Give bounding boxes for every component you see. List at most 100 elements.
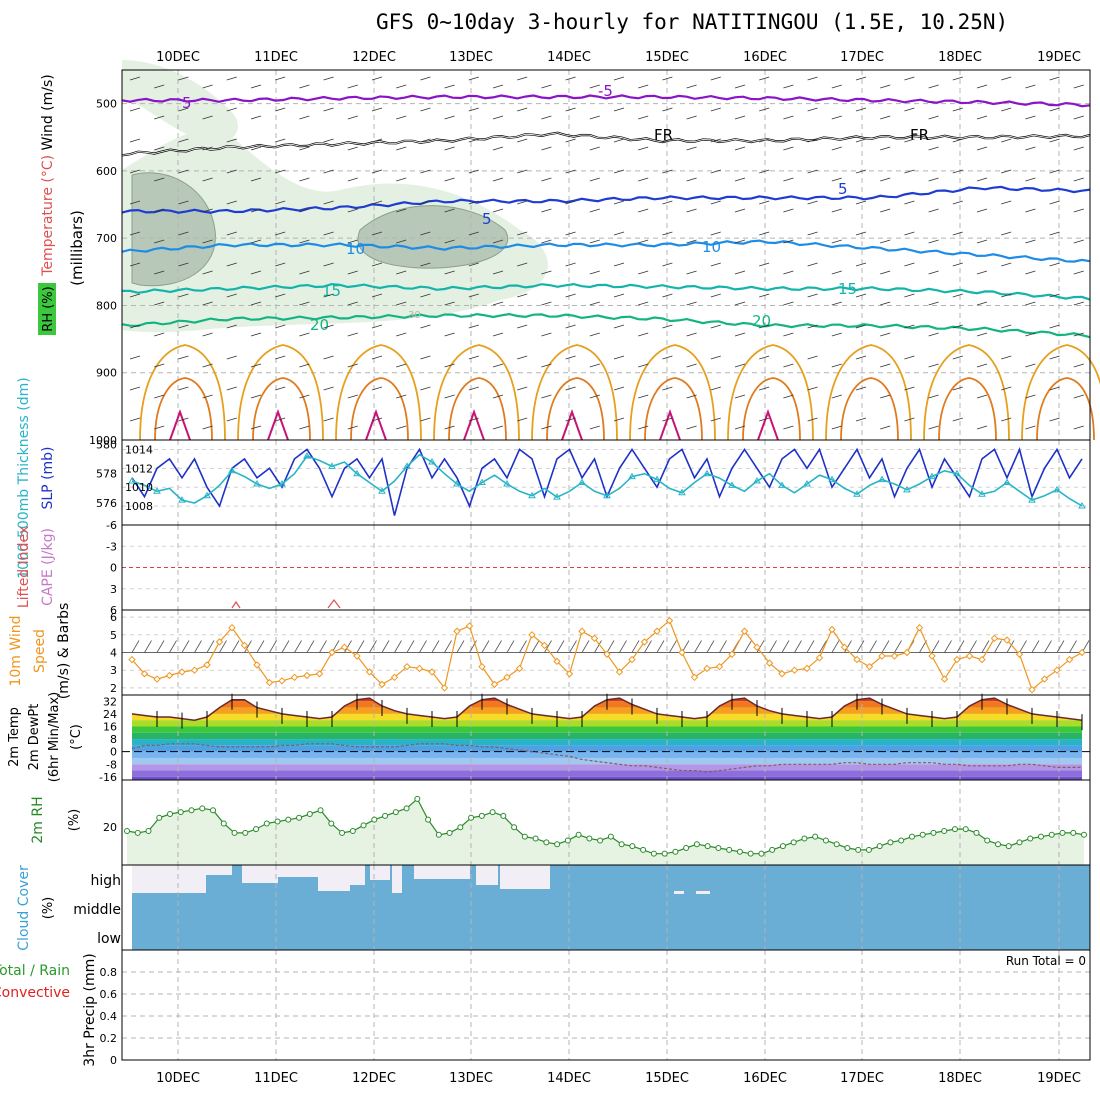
barb-7-18: [565, 293, 576, 298]
slp-series-1: [131, 453, 1083, 507]
barb-1-15: [492, 115, 504, 120]
barb-4-10: [371, 200, 383, 205]
wind-barb-66: [956, 640, 965, 653]
barb-11-37: [1025, 425, 1036, 430]
barb-5-18: [565, 231, 576, 236]
temp-label-4: (°C): [69, 724, 84, 750]
rh-marker-13: [263, 820, 270, 827]
barb-2-14: [468, 138, 479, 143]
wind-barb-72: [1031, 640, 1040, 653]
rh-marker-9: [220, 820, 227, 827]
rh-marker-7: [199, 805, 206, 812]
temp-label-2-part-0: 2m DewPt: [27, 704, 42, 771]
precip-ytick-4: 0: [110, 1054, 117, 1067]
arch-core-6: [757, 409, 779, 441]
barb-3-11: [396, 177, 407, 182]
wind-marker-10: [253, 661, 261, 669]
wind-marker-34: [553, 657, 561, 666]
rh-marker-4: [167, 811, 174, 817]
barb-6-15: [492, 270, 504, 275]
barb-10-24: [710, 386, 721, 391]
barb-9-6: [275, 355, 286, 360]
rh-marker-60: [769, 846, 776, 853]
rh-marker-14: [274, 818, 281, 825]
wind-marker-6: [203, 661, 211, 669]
wind-ytick-3: 3: [110, 664, 117, 677]
thk-marker-76: [1078, 501, 1086, 509]
rh-marker-17: [306, 811, 313, 817]
barb-11-39: [1073, 425, 1084, 430]
barb-3-17: [541, 177, 552, 182]
wind-barb-53: [794, 640, 802, 653]
temp-band-5: [132, 726, 1082, 733]
arch-core-5: [659, 409, 681, 441]
wind-marker-39: [615, 668, 624, 676]
barb-0-14: [468, 76, 479, 81]
cloud-small-gap-0: [674, 891, 684, 894]
wind-marker-1: [140, 670, 149, 678]
thk-marker-42: [653, 475, 661, 483]
barb-4-37: [1025, 208, 1036, 213]
wind-barb-24: [431, 640, 440, 653]
wind-marker-60: [878, 652, 886, 660]
barb-7-34: [952, 293, 963, 298]
barb-9-9: [347, 363, 358, 368]
barb-3-3: [202, 177, 213, 182]
arch-outer-2: [335, 344, 422, 441]
temp-label-1-part-0: 2m Temp: [7, 707, 22, 767]
arch-core-2: [365, 409, 387, 441]
barb-9-23: [686, 363, 697, 368]
slp-ytick-0: 1014: [125, 443, 153, 456]
cloud-gap-2: [242, 865, 278, 883]
thk-marker-40: [628, 472, 636, 480]
wind-marker-28: [478, 662, 486, 671]
barb-9-38: [1049, 355, 1060, 360]
contour-label-12: 30: [408, 310, 421, 321]
barb-7-27: [783, 301, 794, 306]
date-bottom-0: 10DEC: [156, 1071, 200, 1086]
wind-marker-62: [903, 648, 911, 657]
barb-5-13: [444, 239, 455, 244]
date-bottom-7: 17DEC: [840, 1071, 884, 1086]
barb-6-28: [807, 262, 818, 267]
rh-marker-66: [833, 841, 840, 848]
wind-marker-69: [990, 634, 999, 643]
rh-marker-34: [489, 809, 496, 816]
barb-7-31: [880, 301, 891, 306]
wind-marker-66: [953, 655, 961, 664]
barb-0-35: [976, 84, 988, 89]
barb-3-0: [129, 169, 141, 174]
barb-10-38: [1049, 386, 1060, 391]
barb-3-21: [638, 177, 649, 182]
temp-ytick-6: -16: [99, 771, 117, 784]
arch-inner-0: [154, 377, 213, 441]
barb-7-37: [1025, 301, 1036, 306]
barb-3-14: [468, 169, 479, 174]
wind-barb-31: [519, 640, 527, 653]
wind-marker-29: [490, 680, 499, 689]
barb-4-32: [904, 200, 915, 205]
barb-7-8: [323, 293, 334, 298]
barb-5-28: [807, 231, 818, 236]
barb-0-18: [565, 76, 576, 81]
barb-2-33: [928, 146, 939, 151]
barb-3-23: [686, 177, 697, 182]
wind-label-2: Speed: [32, 629, 48, 673]
upper-ytick-0: 500: [96, 98, 117, 111]
thk-ytick-0: 580: [96, 438, 117, 451]
barb-11-33: [928, 425, 939, 430]
thk-ytick-1: 578: [96, 468, 117, 481]
wind-marker-16: [328, 648, 336, 657]
barb-6-25: [734, 270, 746, 275]
barb-3-33: [928, 177, 939, 182]
barb-2-17: [541, 146, 552, 151]
rh-marker-59: [758, 850, 765, 857]
wind-marker-36: [578, 627, 586, 635]
barb-3-12: [420, 169, 431, 174]
barb-0-9: [347, 84, 358, 89]
wind-marker-54: [803, 664, 811, 673]
upper-ytick-3: 800: [96, 299, 117, 312]
wind-marker-57: [840, 643, 849, 651]
thk-label: 1000-500mb Thickness (dm): [16, 377, 32, 578]
rh-marker-20: [339, 829, 346, 836]
